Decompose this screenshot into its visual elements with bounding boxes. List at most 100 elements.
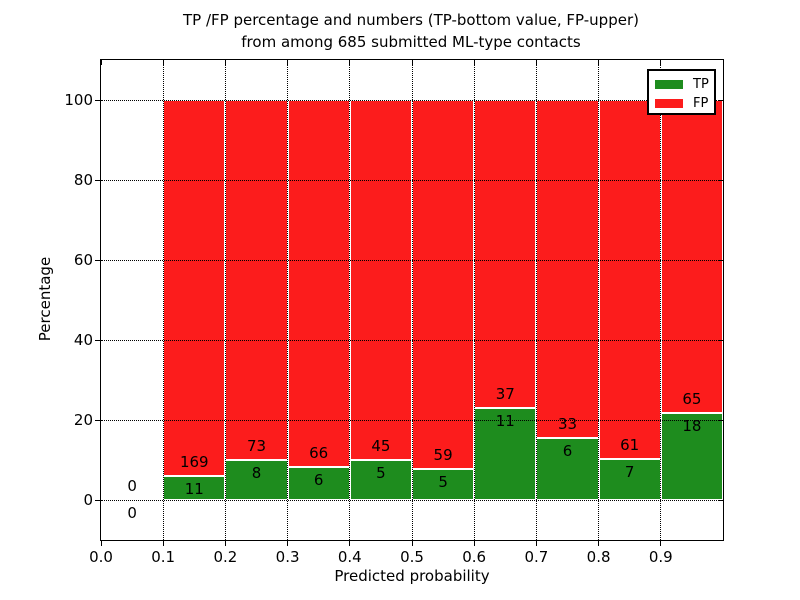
fp-bar-segment bbox=[225, 100, 288, 461]
fp-legend-label: FP bbox=[693, 95, 709, 111]
tp-count-label: 18 bbox=[682, 417, 702, 436]
y-tick-label: 20 bbox=[73, 411, 93, 429]
chart-title-line-2: from among 685 submitted ML-type contact… bbox=[241, 33, 581, 51]
fp-count-label: 45 bbox=[371, 437, 391, 455]
x-tick-label: 0.1 bbox=[151, 548, 176, 566]
y-gridline bbox=[101, 99, 723, 101]
x-tick-label: 0.0 bbox=[89, 548, 113, 566]
tp-count-label: 5 bbox=[376, 464, 386, 482]
y-tick bbox=[95, 339, 101, 341]
x-gridline bbox=[162, 60, 164, 540]
y-tick-label: 80 bbox=[73, 171, 93, 189]
tp-bar-segment bbox=[287, 466, 350, 500]
x-tick bbox=[535, 540, 537, 546]
y-tick-right bbox=[718, 339, 723, 341]
y-tick-label: 60 bbox=[73, 251, 93, 269]
fp-bar-segment bbox=[598, 100, 661, 459]
x-tick-top bbox=[162, 60, 164, 65]
fp-count-label: 0 bbox=[127, 477, 137, 495]
fp-bar-segment bbox=[660, 100, 723, 414]
y-gridline bbox=[101, 259, 723, 261]
x-tick bbox=[100, 540, 102, 546]
legend-item-tp: TP bbox=[649, 75, 714, 94]
y-tick bbox=[95, 499, 101, 501]
fp-count-label: 61 bbox=[620, 435, 640, 454]
x-tick bbox=[287, 540, 289, 546]
y-gridline bbox=[101, 499, 723, 501]
y-tick bbox=[95, 419, 101, 421]
tp-count-label: 11 bbox=[184, 479, 204, 498]
y-gridline bbox=[101, 419, 723, 421]
y-gridline bbox=[101, 339, 723, 341]
x-gridline bbox=[473, 60, 475, 540]
fp-count-label: 33 bbox=[557, 415, 578, 434]
fp-legend-swatch bbox=[655, 99, 683, 108]
fp-bar-segment bbox=[412, 100, 475, 469]
x-gridline bbox=[660, 60, 662, 540]
tp-bar-segment bbox=[536, 438, 599, 500]
y-tick-label: 100 bbox=[64, 91, 93, 109]
x-tick-top bbox=[100, 60, 102, 65]
x-tick bbox=[411, 540, 413, 546]
y-tick bbox=[95, 259, 101, 261]
x-gridline bbox=[349, 60, 351, 540]
x-tick-top bbox=[473, 60, 475, 65]
tp-count-label: 6 bbox=[562, 442, 573, 461]
tp-bar-segment bbox=[225, 460, 288, 500]
fp-count-label: 37 bbox=[495, 385, 515, 404]
x-gridline bbox=[411, 60, 413, 540]
fp-count-label: 59 bbox=[433, 445, 453, 464]
tp-legend-label: TP bbox=[693, 76, 709, 92]
x-tick bbox=[660, 540, 662, 546]
tp-legend-swatch bbox=[655, 80, 683, 89]
tp-bar-segment bbox=[163, 475, 226, 500]
x-tick bbox=[349, 540, 351, 546]
tp-bar-segment bbox=[474, 408, 537, 500]
x-tick-label: 0.8 bbox=[586, 548, 611, 566]
fp-count-label: 65 bbox=[682, 390, 702, 409]
tp-count-label: 7 bbox=[624, 462, 635, 481]
y-tick-right bbox=[718, 259, 723, 261]
fp-count-label: 169 bbox=[179, 452, 209, 471]
x-tick-label: 0.3 bbox=[275, 548, 300, 566]
tp-count-label: 6 bbox=[313, 470, 324, 489]
tp-count-label: 8 bbox=[251, 464, 262, 483]
y-tick-right bbox=[718, 419, 723, 421]
legend-item-fp: FP bbox=[649, 94, 714, 113]
x-tick bbox=[473, 540, 475, 546]
y-tick-label: 0 bbox=[83, 491, 93, 509]
fp-count-label: 73 bbox=[246, 437, 267, 456]
tp-count-label: 11 bbox=[495, 412, 515, 431]
y-gridline bbox=[101, 179, 723, 181]
x-tick-top bbox=[598, 60, 600, 65]
x-gridline bbox=[535, 60, 537, 540]
chart-title-line-1: TP /FP percentage and numbers (TP-bottom… bbox=[183, 11, 639, 29]
x-tick-label: 0.9 bbox=[648, 548, 673, 566]
x-tick bbox=[598, 540, 600, 546]
x-tick-label: 0.7 bbox=[524, 548, 549, 566]
x-tick-top bbox=[287, 60, 289, 65]
x-tick-top bbox=[411, 60, 413, 65]
fp-count-label: 66 bbox=[309, 443, 329, 462]
x-axis-label: Predicted probability bbox=[334, 567, 490, 585]
x-gridline bbox=[598, 60, 600, 540]
tp-bar-segment bbox=[598, 458, 661, 500]
x-tick-label: 0.5 bbox=[400, 548, 424, 566]
y-tick bbox=[95, 179, 101, 181]
x-tick bbox=[224, 540, 226, 546]
x-gridline bbox=[224, 60, 226, 540]
y-tick bbox=[95, 99, 101, 101]
chart-title: TP /FP percentage and numbers (TP-bottom… bbox=[100, 9, 722, 53]
tp-bar-segment bbox=[660, 413, 723, 500]
x-tick-top bbox=[660, 60, 662, 65]
tp-count-label: 5 bbox=[438, 472, 448, 491]
y-tick-right bbox=[718, 179, 723, 181]
fp-bar-segment bbox=[474, 100, 537, 409]
x-gridline bbox=[287, 60, 289, 540]
legend: TP FP bbox=[647, 69, 716, 115]
y-tick-label: 40 bbox=[73, 331, 93, 349]
x-tick bbox=[162, 540, 164, 546]
x-tick-top bbox=[535, 60, 537, 65]
y-tick-right bbox=[718, 499, 723, 501]
